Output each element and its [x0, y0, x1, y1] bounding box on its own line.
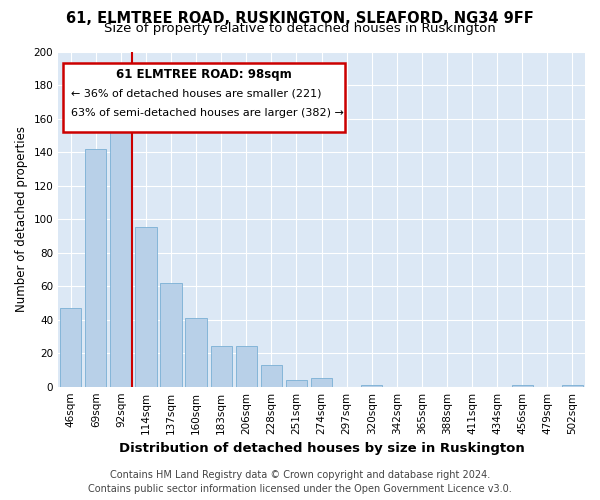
- Text: ← 36% of detached houses are smaller (221): ← 36% of detached houses are smaller (22…: [71, 88, 322, 99]
- Bar: [261, 365, 282, 386]
- Bar: [311, 378, 332, 386]
- Bar: [110, 114, 131, 386]
- Text: 61 ELMTREE ROAD: 98sqm: 61 ELMTREE ROAD: 98sqm: [116, 68, 292, 82]
- Text: Size of property relative to detached houses in Ruskington: Size of property relative to detached ho…: [104, 22, 496, 35]
- Y-axis label: Number of detached properties: Number of detached properties: [15, 126, 28, 312]
- Bar: [286, 380, 307, 386]
- X-axis label: Distribution of detached houses by size in Ruskington: Distribution of detached houses by size …: [119, 442, 524, 455]
- Text: 63% of semi-detached houses are larger (382) →: 63% of semi-detached houses are larger (…: [71, 108, 344, 118]
- Bar: [236, 346, 257, 387]
- Bar: [185, 318, 207, 386]
- Bar: [136, 228, 157, 386]
- Bar: [160, 283, 182, 387]
- Bar: [85, 148, 106, 386]
- Bar: [60, 308, 82, 386]
- Text: Contains HM Land Registry data © Crown copyright and database right 2024.
Contai: Contains HM Land Registry data © Crown c…: [88, 470, 512, 494]
- Bar: [562, 385, 583, 386]
- FancyBboxPatch shape: [64, 63, 345, 132]
- Bar: [361, 385, 382, 386]
- Bar: [512, 385, 533, 386]
- Bar: [211, 346, 232, 387]
- Text: 61, ELMTREE ROAD, RUSKINGTON, SLEAFORD, NG34 9FF: 61, ELMTREE ROAD, RUSKINGTON, SLEAFORD, …: [66, 11, 534, 26]
